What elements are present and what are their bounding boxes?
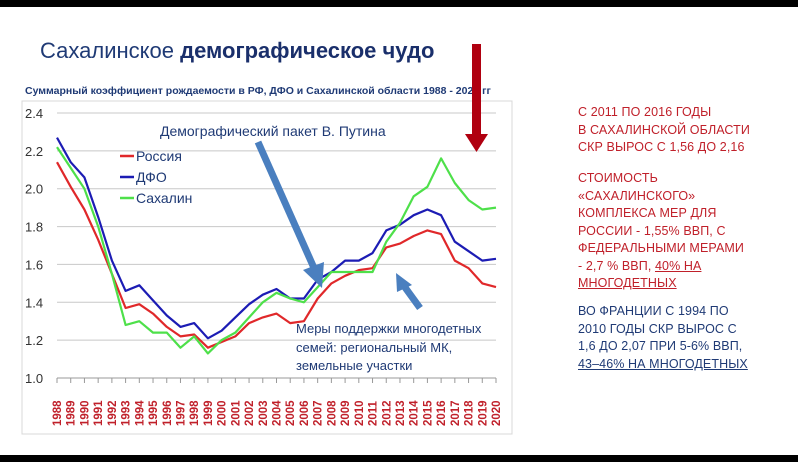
x-tick-label: 1999 [203, 400, 215, 426]
x-tick-label: 1989 [66, 400, 78, 426]
y-tick-label: 1.0 [25, 371, 43, 386]
x-tick-label: 2009 [340, 400, 352, 426]
x-tick-label: 1988 [52, 400, 64, 426]
x-tick-label: 2014 [409, 400, 421, 426]
note-underlined: 40% НА [654, 258, 702, 273]
x-tick-label: 2018 [464, 400, 476, 426]
note-underlined: 43–46% НА МНОГОДЕТНЫХ [578, 356, 748, 371]
x-tick-label: 2012 [381, 400, 393, 426]
y-tick-label: 2.2 [25, 144, 43, 159]
x-tick-label: 2001 [230, 400, 242, 426]
x-tick-label: 1996 [162, 400, 174, 426]
note-line: СТОИМОСТЬ [578, 171, 658, 185]
sakhalin-growth-note: С 2011 ПО 2016 ГОДЫ В САХАЛИНСКОЙ ОБЛАСТ… [578, 104, 750, 157]
x-tick-label: 2017 [450, 400, 462, 426]
x-tick-label: 2002 [244, 400, 256, 426]
putin-arrow-head [303, 262, 324, 288]
series-line-1 [56, 161, 497, 349]
series-line-2 [56, 137, 497, 340]
sakhalin-peak-arrow-head [465, 134, 488, 152]
x-tick-label: 1993 [121, 400, 133, 426]
france-note: ВО ФРАНЦИИ С 1994 ПО 2010 ГОДЫ СКР ВЫРОС… [578, 303, 748, 373]
y-tick-label: 1.4 [25, 295, 43, 310]
legend-label: ДФО [136, 169, 167, 185]
x-tick-label: 2000 [217, 400, 229, 426]
annotation-measures-line: Меры поддержки многодетных [296, 321, 482, 336]
top-black-bar [0, 0, 798, 7]
note-line: С 2011 ПО 2016 ГОДЫ [578, 105, 712, 119]
chart-subtitle: Суммарный коэффициент рождаемости в РФ, … [25, 85, 491, 97]
note-line: «САХАЛИНСКОГО» [578, 188, 696, 203]
annotation-measures-line: семей: региональный МК, [296, 340, 452, 355]
x-tick-label: 2007 [313, 400, 325, 426]
page-title: Сахалинское демографическое чудо [40, 38, 434, 64]
x-tick-label: 2015 [422, 400, 434, 426]
cost-note: СТОИМОСТЬ «САХАЛИНСКОГО» КОМПЛЕКСА МЕР Д… [578, 170, 744, 293]
x-tick-label: 2011 [368, 400, 380, 426]
note-underlined: МНОГОДЕТНЫХ [578, 276, 677, 290]
y-tick-label: 1.2 [25, 333, 43, 348]
title-regular: Сахалинское [40, 38, 174, 63]
note-line: 2010 ГОДЫ СКР ВЫРОС С [578, 321, 737, 336]
legend-label: Россия [136, 148, 182, 164]
bottom-black-bar [0, 455, 798, 462]
note-line: В САХАЛИНСКОЙ ОБЛАСТИ [578, 122, 750, 137]
x-tick-label: 2006 [299, 400, 311, 426]
x-tick-label: 2019 [477, 400, 489, 426]
note-line: СКР ВЫРОС С 1,56 ДО 2,16 [578, 140, 745, 154]
title-bold: демографическое чудо [180, 38, 435, 63]
x-tick-label: 2004 [272, 400, 284, 426]
note-text: - 2,7 % ВВП, [578, 258, 655, 273]
note-line: ВО ФРАНЦИИ С 1994 ПО [578, 304, 729, 318]
note-line: ФЕДЕРАЛЬНЫМИ МЕРАМИ [578, 241, 745, 255]
x-tick-label: 1998 [189, 400, 201, 426]
annotation-measures-line: земельные участки [296, 358, 412, 373]
x-tick-label: 1992 [107, 400, 119, 426]
y-tick-label: 1.6 [25, 257, 43, 272]
sakhalin-peak-arrow-shaft [472, 44, 481, 136]
annotation-putin: Демографический пакет В. Путина [160, 123, 386, 139]
note-line: 1,6 ДО 2,07 ПРИ 5-6% ВВП, [578, 339, 743, 353]
x-tick-label: 1994 [134, 400, 146, 426]
series-line-3 [56, 146, 497, 355]
x-tick-label: 2008 [326, 400, 338, 426]
x-tick-label: 2020 [491, 400, 503, 426]
note-line: РОССИИ - 1,55% ВВП, С [578, 223, 726, 238]
x-tick-label: 2010 [354, 400, 366, 426]
putin-arrow-shaft [254, 140, 318, 270]
x-tick-label: 2003 [258, 400, 270, 426]
x-tick-label: 2005 [285, 400, 297, 426]
y-tick-label: 1.8 [25, 220, 43, 235]
note-line: КОМПЛЕКСА МЕР ДЛЯ [578, 206, 717, 220]
y-tick-label: 2.0 [25, 182, 43, 197]
y-tick-label: 2.4 [25, 106, 43, 121]
note-line: - 2,7 % ВВП, 40% НА [578, 258, 744, 276]
x-tick-label: 1990 [79, 400, 91, 426]
measures-arrow-head [396, 273, 412, 292]
chart-frame [21, 100, 513, 435]
x-tick-label: 1997 [175, 400, 187, 426]
measures-arrow-shaft [401, 283, 423, 311]
x-tick-label: 1995 [148, 400, 160, 426]
x-tick-label: 2013 [395, 400, 407, 426]
x-tick-label: 1991 [93, 400, 105, 426]
legend-label: Сахалин [136, 190, 192, 206]
x-tick-label: 2016 [436, 400, 448, 426]
